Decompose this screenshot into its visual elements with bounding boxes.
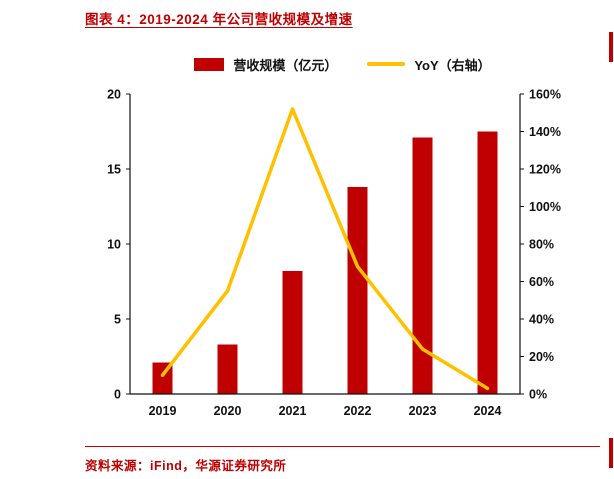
right-axis-tick-label: 0% xyxy=(529,388,547,402)
right-axis-tick-label: 120% xyxy=(529,163,561,177)
left-axis-tick-label: 0 xyxy=(114,388,121,402)
x-axis-category-label: 2022 xyxy=(344,404,372,416)
line-swatch-icon xyxy=(367,62,406,66)
chart-canvas: 0 5 10 15 20 0% 20% 40% 60% 80% 100% 120% 140% 160% 20… xyxy=(107,88,561,419)
bar-swatch-icon xyxy=(194,57,225,71)
legend-item-yoy: YoY（右轴） xyxy=(367,55,491,74)
left-axis-tick-label: 5 xyxy=(114,313,121,327)
revenue-bar xyxy=(477,131,498,394)
legend-item-revenue: 营收规模（亿元） xyxy=(194,55,337,74)
x-axis-category-label: 2024 xyxy=(474,404,502,416)
left-axis-tick-label: 20 xyxy=(107,88,121,102)
right-axis-tick-label: 160% xyxy=(529,88,561,102)
left-axis-tick-label: 15 xyxy=(107,163,121,177)
x-axis-category-label: 2023 xyxy=(409,404,437,416)
legend-label-revenue: 营收规模（亿元） xyxy=(233,57,338,73)
x-axis-category-label: 2020 xyxy=(214,404,242,416)
revenue-bar xyxy=(282,271,303,394)
right-axis-tick-label: 80% xyxy=(529,238,554,252)
footer-divider xyxy=(85,446,600,447)
revenue-bar xyxy=(217,344,238,394)
right-axis-tick-label: 40% xyxy=(529,313,554,327)
x-axis-category-label: 2021 xyxy=(279,404,307,416)
figure-title: 图表 4：2019-2024 年公司营收规模及增速 xyxy=(85,12,353,27)
chart-legend: 营收规模（亿元） YoY（右轴） xyxy=(85,54,600,74)
right-axis-tick-label: 60% xyxy=(529,275,554,289)
revenue-bar xyxy=(412,137,433,394)
right-axis-tick-label: 20% xyxy=(529,350,554,364)
revenue-bar xyxy=(347,187,368,394)
x-axis-category-label: 2019 xyxy=(149,404,177,416)
source-note: 资料来源：iFind，华源证券研究所 xyxy=(85,459,287,473)
legend-label-yoy: YoY（右轴） xyxy=(414,57,491,73)
left-axis-tick-label: 10 xyxy=(107,238,121,252)
combo-chart: 0 5 10 15 20 0% 20% 40% 60% 80% 100% 120% 140% 160% 20… xyxy=(85,86,590,419)
right-axis-tick-label: 140% xyxy=(529,125,561,139)
yoy-line xyxy=(160,107,490,391)
page-edge-mark-top xyxy=(609,32,613,62)
page-edge-mark-bottom xyxy=(609,438,613,468)
right-axis-tick-label: 100% xyxy=(529,200,561,214)
